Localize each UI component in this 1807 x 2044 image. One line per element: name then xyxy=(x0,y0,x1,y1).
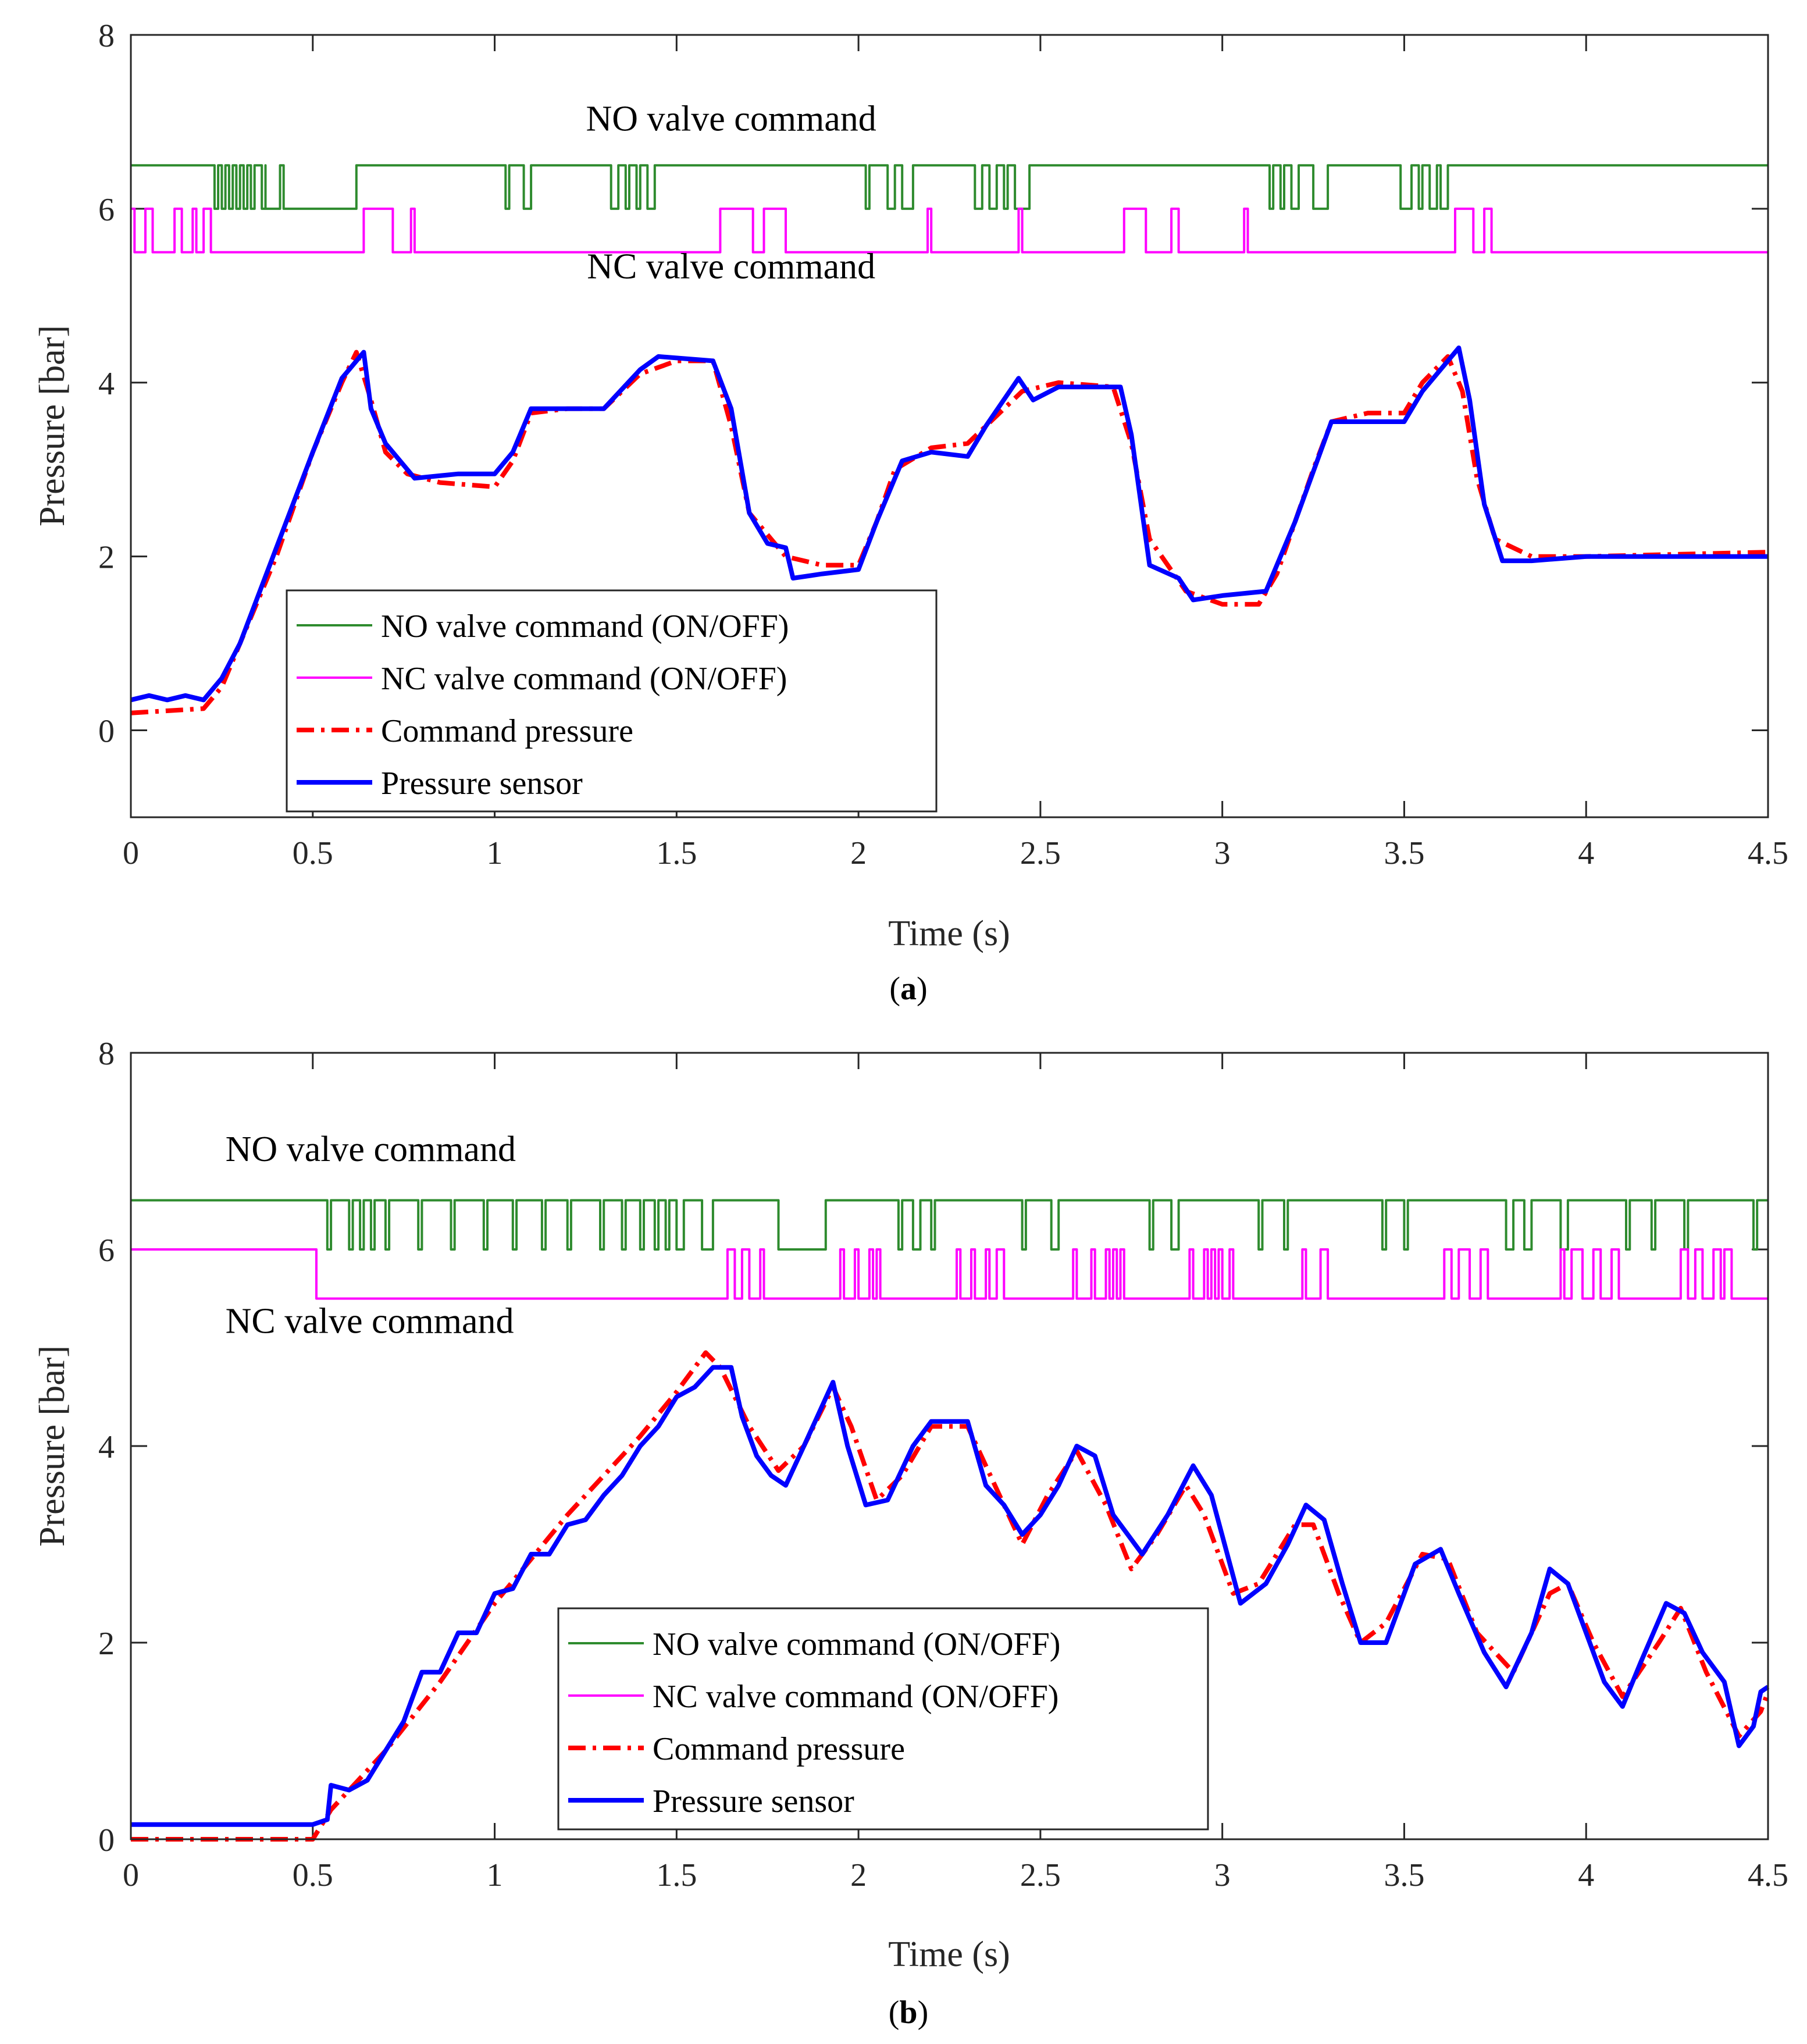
panel-b-no-valve-annotation: NO valve command xyxy=(226,1130,516,1169)
panel-b-y-tick-label: 8 xyxy=(98,1036,115,1072)
panel-b-tick-labels: 0 0.5 1 1.5 2 2.5 3 3.5 4 4.5 0 2 4 6 8 xyxy=(98,1036,1788,1893)
panel-b-x-tick-label: 0.5 xyxy=(293,1857,333,1893)
panel-a-x-axis-label: Time (s) xyxy=(888,914,1010,953)
panel-b-x-tick-label: 2.5 xyxy=(1020,1857,1061,1893)
panel-a-nc-valve-annotation: NC valve command xyxy=(587,247,875,286)
panel-a-x-tick-label: 1.5 xyxy=(656,835,697,871)
panel-a-y-tick-label: 6 xyxy=(98,192,115,228)
panel-a-y-tick-label: 2 xyxy=(98,540,115,576)
panel-b: 0 0.5 1 1.5 2 2.5 3 3.5 4 4.5 0 2 4 6 8 NO valve comma… xyxy=(33,1036,1788,2031)
panel-a-x-tick-label: 0 xyxy=(123,835,139,871)
panel-a: 0 0.5 1 1.5 2 2.5 3 3.5 4 4.5 0 2 4 6 8 NO valve comma… xyxy=(33,18,1788,1007)
panel-a-x-tick-label: 1 xyxy=(487,835,503,871)
panel-b-nc-valve-annotation: NC valve command xyxy=(226,1302,514,1341)
panel-b-x-tick-label: 4.5 xyxy=(1748,1857,1788,1893)
panel-a-series-pressure-sensor xyxy=(130,346,1768,703)
panel-a-caption-letter: a xyxy=(900,971,917,1007)
panel-a-y-tick-label: 4 xyxy=(98,366,115,402)
panel-b-legend-pressure-sensor: Pressure sensor xyxy=(653,1783,854,1819)
panel-a-y-tick-label: 8 xyxy=(98,18,115,54)
panel-b-x-tick-label: 4 xyxy=(1578,1857,1594,1893)
panel-a-x-tick-label: 3.5 xyxy=(1384,835,1424,871)
panel-a-legend-nc-valve: NC valve command (ON/OFF) xyxy=(381,661,787,697)
panel-b-series xyxy=(131,1199,1770,1842)
panel-b-x-axis-label: Time (s) xyxy=(888,1935,1010,1974)
panel-b-y-tick-label: 6 xyxy=(98,1233,115,1269)
panel-b-plot-frame xyxy=(130,1052,1769,1840)
panel-a-legend-box xyxy=(286,589,938,813)
panel-a-legend-pressure-sensor: Pressure sensor xyxy=(381,765,583,802)
panel-b-caption-letter: b xyxy=(899,1995,917,2031)
panel-a-plot-frame xyxy=(130,34,1769,818)
panel-a-x-tick-label: 2.5 xyxy=(1020,835,1061,871)
panel-a-legend-no-valve: NO valve command (ON/OFF) xyxy=(381,608,789,644)
panel-a-y-axis-label: Pressure [bar] xyxy=(33,325,72,526)
panel-b-series-no-valve-command-on-off xyxy=(131,1199,1768,1251)
panel-b-x-tick-label: 1 xyxy=(487,1857,503,1893)
panel-b-series-pressure-sensor xyxy=(131,1365,1770,1827)
panel-b-x-tick-label: 2 xyxy=(850,1857,867,1893)
panel-a-x-tick-label: 0.5 xyxy=(293,835,333,871)
panel-a-x-tick-label: 3 xyxy=(1214,835,1231,871)
panel-a-series-no-valve-command-on-off xyxy=(131,164,1768,210)
panel-a-tick-labels: 0 0.5 1 1.5 2 2.5 3 3.5 4 4.5 0 2 4 6 8 xyxy=(98,18,1788,871)
panel-b-y-tick-label: 4 xyxy=(98,1429,115,1465)
panel-a-x-tick-label: 2 xyxy=(850,835,867,871)
panel-b-x-tick-label: 3 xyxy=(1214,1857,1231,1893)
panel-b-legend: NO valve command (ON/OFF) NC valve comma… xyxy=(557,1607,1209,1831)
panel-a-x-tick-label: 4 xyxy=(1578,835,1594,871)
panel-a-no-valve-annotation: NO valve command xyxy=(586,99,876,138)
panel-b-x-tick-label: 1.5 xyxy=(656,1857,697,1893)
panel-b-legend-box xyxy=(557,1607,1209,1831)
panel-a-caption: (a) xyxy=(889,971,927,1007)
panel-a-series-nc-valve-command-on-off xyxy=(131,207,1768,254)
panel-a-legend-command-pressure: Command pressure xyxy=(381,713,633,749)
panel-b-y-tick-label: 0 xyxy=(98,1822,115,1858)
panel-b-series-nc-valve-command-on-off xyxy=(131,1248,1768,1300)
panel-b-legend-nc-valve: NC valve command (ON/OFF) xyxy=(653,1679,1058,1715)
panel-a-legend: NO valve command (ON/OFF) NC valve comma… xyxy=(286,589,938,813)
panel-a-x-tick-label: 4.5 xyxy=(1748,835,1788,871)
panel-b-x-tick-label: 3.5 xyxy=(1384,1857,1424,1893)
panel-b-caption: (b) xyxy=(889,1995,928,2031)
panel-a-y-tick-label: 0 xyxy=(98,714,115,750)
panel-b-y-axis-label: Pressure [bar] xyxy=(33,1345,72,1547)
panel-b-legend-command-pressure: Command pressure xyxy=(653,1731,905,1767)
panel-a-series xyxy=(130,164,1769,715)
panel-b-x-tick-label: 0 xyxy=(123,1857,139,1893)
panel-b-legend-no-valve: NO valve command (ON/OFF) xyxy=(653,1626,1060,1662)
panel-b-y-tick-label: 2 xyxy=(98,1626,115,1662)
